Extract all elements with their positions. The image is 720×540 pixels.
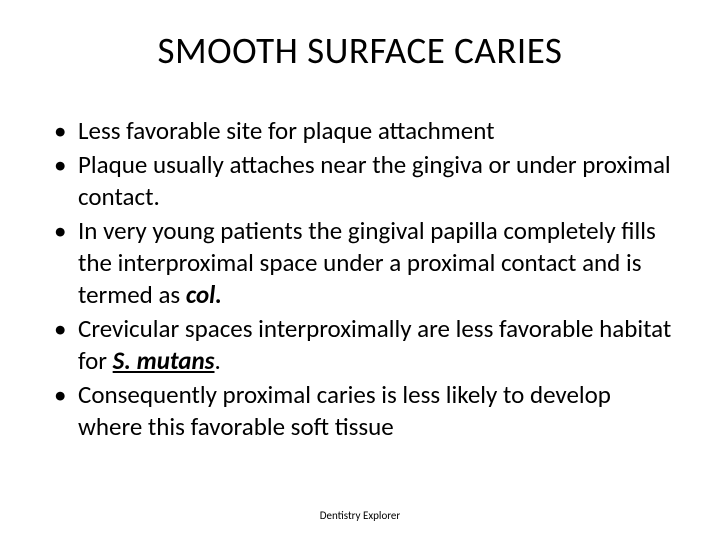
bullet-item: Plaque usually attaches near the gingiva… xyxy=(50,149,680,213)
bullet-item: In very young patients the gingival papi… xyxy=(50,215,680,311)
bullet-text-post: . xyxy=(215,345,221,376)
slide-title: SMOOTH SURFACE CARIES xyxy=(40,28,680,73)
bullet-item: Less favorable site for plaque attachmen… xyxy=(50,115,680,147)
bullet-text: In very young patients the gingival papi… xyxy=(78,215,656,310)
bullet-item: Crevicular spaces interproximally are le… xyxy=(50,313,680,377)
bullet-text: Less favorable site for plaque attachmen… xyxy=(78,115,494,146)
bullet-text: Plaque usually attaches near the gingiva… xyxy=(78,149,671,212)
bullet-text: Consequently proximal caries is less lik… xyxy=(78,379,611,442)
bullet-em: col. xyxy=(186,279,222,310)
footer-text: Dentistry Explorer xyxy=(0,509,720,522)
bullet-em: S. mutans xyxy=(113,345,215,376)
slide-container: SMOOTH SURFACE CARIES Less favorable sit… xyxy=(0,0,720,540)
bullet-item: Consequently proximal caries is less lik… xyxy=(50,379,680,443)
bullet-list: Less favorable site for plaque attachmen… xyxy=(40,115,680,443)
